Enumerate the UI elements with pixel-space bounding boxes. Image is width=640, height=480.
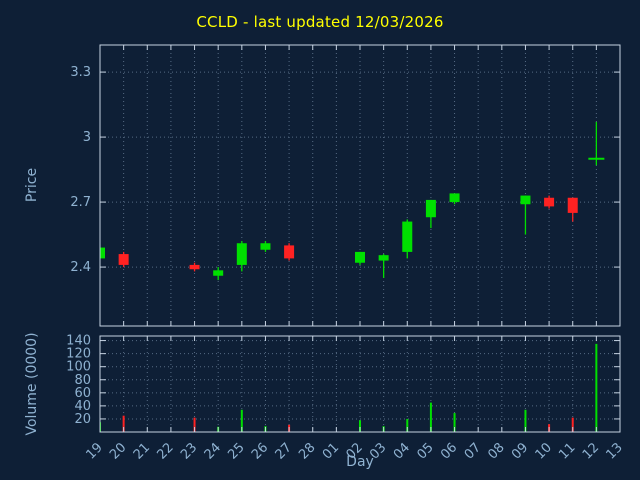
candle-body [189, 264, 200, 270]
x-tick-label: 03 [367, 440, 389, 462]
tick-marks [99, 45, 621, 432]
candle-body [100, 247, 105, 259]
panel-borders [99, 44, 621, 433]
volume-tick-label: 40 [74, 399, 91, 414]
volume-tick-label: 140 [66, 334, 91, 349]
volume-tick-label: 100 [66, 360, 91, 375]
candle-body [284, 245, 295, 259]
volume-bars [100, 343, 598, 432]
x-tick-label: 26 [249, 440, 271, 462]
candle-body [236, 243, 247, 265]
x-tick-label: 21 [131, 440, 153, 462]
x-tick-label: 24 [202, 440, 224, 462]
candle-body [213, 270, 224, 276]
x-tick-label: 02 [344, 440, 366, 462]
candle-body [425, 199, 436, 218]
chart-title: CCLD - last updated 12/03/2026 [196, 13, 444, 31]
candle-body [402, 221, 413, 252]
price-tick-label: 2.4 [70, 260, 91, 275]
candles [100, 121, 605, 281]
price-tick-label: 3.3 [70, 65, 91, 80]
candle-body [355, 251, 365, 263]
x-tick-label: 09 [509, 440, 531, 462]
x-tick-label: 04 [391, 440, 413, 462]
x-tick-label: 20 [107, 440, 129, 462]
volume-tick-label: 60 [74, 386, 91, 401]
price-tick-label: 2.7 [70, 195, 91, 210]
candle-body [378, 255, 389, 261]
volume-tick-label: 80 [74, 373, 91, 388]
x-tick-label: 23 [178, 440, 200, 462]
x-tick-label: 22 [154, 440, 176, 462]
candle-body [567, 197, 578, 213]
x-axis-label: Day [346, 454, 374, 470]
x-tick-label: 25 [225, 440, 247, 462]
x-tick-label: 01 [320, 440, 342, 462]
candle-body [449, 193, 460, 203]
x-tick-label: 07 [462, 440, 484, 462]
gridlines [99, 45, 621, 432]
candle-body [118, 254, 129, 265]
x-tick-label: 06 [438, 440, 460, 462]
x-tick-label: 28 [296, 440, 318, 462]
volume-tick-label: 20 [74, 412, 91, 427]
x-tick-label: 12 [580, 440, 602, 462]
x-tick-label: 08 [485, 440, 507, 462]
volume-tick-label: 120 [66, 347, 91, 362]
price-tick-label: 3 [83, 130, 91, 145]
candle-body [260, 243, 271, 250]
x-tick-label: 19 [84, 440, 106, 462]
candle-body [520, 195, 531, 205]
x-tick-label: 11 [556, 440, 578, 462]
candle-body [544, 197, 555, 207]
x-tick-label: 27 [273, 440, 295, 462]
x-tick-label: 05 [414, 440, 436, 462]
x-tick-label: 10 [533, 440, 555, 462]
x-tick-label: 13 [604, 440, 626, 462]
